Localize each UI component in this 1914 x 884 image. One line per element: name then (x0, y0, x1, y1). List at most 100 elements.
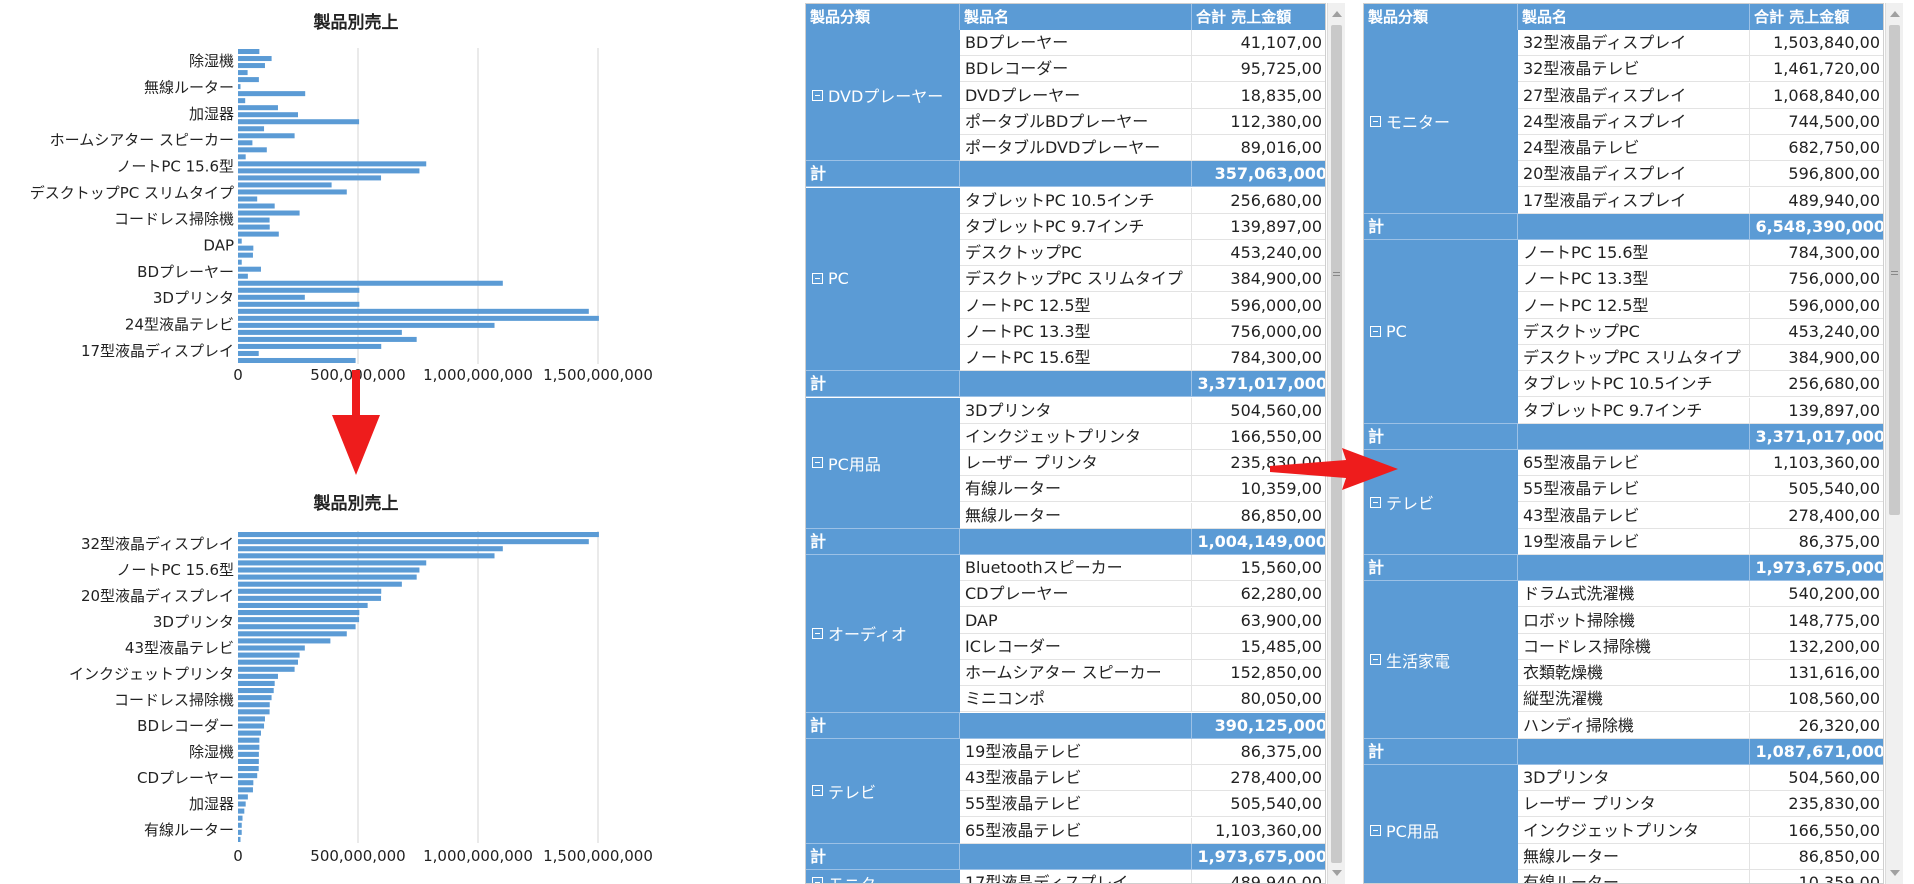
product-name-cell[interactable]: ICレコーダー (960, 633, 1192, 660)
product-name-cell[interactable]: DAP (960, 607, 1192, 634)
scroll-down-icon[interactable] (1332, 870, 1342, 876)
bar[interactable] (238, 175, 382, 181)
bar[interactable] (238, 808, 245, 814)
bar[interactable] (238, 801, 246, 807)
product-name-cell[interactable]: ノートPC 15.6型 (960, 345, 1192, 371)
bar[interactable] (238, 581, 402, 587)
sales-amount-cell[interactable]: 756,000,00 (1750, 266, 1883, 293)
bar[interactable] (238, 280, 503, 286)
sales-amount-cell[interactable]: 18,835,00 (1192, 82, 1325, 109)
product-name-cell[interactable]: ホームシアター スピーカー (960, 660, 1192, 686)
product-name-cell[interactable]: ポータブルBDプレーヤー (960, 108, 1192, 135)
collapse-icon[interactable] (1370, 496, 1381, 508)
bar[interactable] (238, 273, 248, 279)
group-cell[interactable]: PC (806, 187, 960, 372)
group-cell[interactable]: DVDプレーヤー (806, 30, 960, 162)
sales-amount-cell[interactable]: 108,560,00 (1750, 686, 1883, 713)
product-name-cell[interactable]: 19型液晶テレビ (1518, 528, 1750, 555)
sales-amount-cell[interactable]: 112,380,00 (1192, 108, 1325, 135)
bar[interactable] (238, 259, 242, 265)
product-name-cell[interactable]: デスクトップPC (1518, 318, 1750, 345)
bar[interactable] (238, 730, 261, 736)
sales-amount-cell[interactable]: 86,375,00 (1192, 738, 1325, 765)
bar[interactable] (238, 63, 265, 69)
product-name-cell[interactable]: ポータブルDVDプレーヤー (960, 135, 1192, 161)
bar[interactable] (238, 673, 278, 679)
sales-amount-cell[interactable]: 10,359,00 (1750, 870, 1883, 883)
bar[interactable] (238, 231, 279, 237)
bar[interactable] (238, 836, 241, 842)
collapse-icon[interactable] (1370, 115, 1381, 127)
product-name-cell[interactable]: ノートPC 15.6型 (1518, 240, 1750, 266)
product-name-cell[interactable]: 17型液晶ディスプレイ (1518, 187, 1750, 214)
bar[interactable] (238, 56, 272, 62)
bar[interactable] (238, 737, 260, 743)
bar[interactable] (238, 245, 254, 251)
product-name-cell[interactable]: ノートPC 12.5型 (960, 292, 1192, 319)
bar[interactable] (238, 315, 599, 321)
group-cell[interactable]: モニター (806, 870, 960, 883)
bar[interactable] (238, 652, 300, 658)
sales-amount-cell[interactable]: 235,830,00 (1750, 791, 1883, 818)
bar[interactable] (238, 308, 589, 314)
product-name-cell[interactable]: CDプレーヤー (960, 581, 1192, 608)
product-name-cell[interactable]: 27型液晶ディスプレイ (1518, 82, 1750, 109)
product-name-cell[interactable]: BDプレーヤー (960, 30, 1192, 56)
bar[interactable] (238, 695, 272, 701)
sales-amount-cell[interactable]: 15,485,00 (1192, 633, 1325, 660)
product-name-cell[interactable]: 無線ルーター (960, 502, 1192, 529)
sales-amount-cell[interactable]: 784,300,00 (1192, 345, 1325, 371)
group-cell[interactable]: モニター (1364, 30, 1518, 214)
bar[interactable] (238, 617, 360, 623)
product-name-cell[interactable]: 24型液晶ディスプレイ (1518, 108, 1750, 135)
group-cell[interactable]: テレビ (806, 738, 960, 844)
bar[interactable] (238, 189, 347, 195)
sales-amount-cell[interactable]: 682,750,00 (1750, 135, 1883, 161)
product-name-cell[interactable]: 32型液晶テレビ (1518, 56, 1750, 83)
group-cell[interactable]: オーディオ (806, 555, 960, 713)
sales-amount-cell[interactable]: 489,940,00 (1750, 187, 1883, 214)
bar[interactable] (238, 301, 360, 307)
product-name-cell[interactable]: ノートPC 13.3型 (960, 318, 1192, 345)
scroll-thumb[interactable] (1889, 25, 1900, 515)
sales-amount-cell[interactable]: 256,680,00 (1750, 371, 1883, 398)
bar[interactable] (238, 624, 356, 630)
sales-amount-cell[interactable]: 41,107,00 (1192, 30, 1325, 56)
sales-amount-cell[interactable]: 26,320,00 (1750, 712, 1883, 739)
product-name-cell[interactable]: インクジェットプリンタ (1518, 817, 1750, 844)
bar[interactable] (238, 659, 298, 665)
sales-amount-cell[interactable]: 63,900,00 (1192, 607, 1325, 634)
column-header[interactable]: 合計 売上金額 (1750, 4, 1883, 30)
bar[interactable] (238, 723, 265, 729)
sales-amount-cell[interactable]: 80,050,00 (1192, 686, 1325, 713)
sales-amount-cell[interactable]: 489,940,00 (1192, 870, 1325, 883)
bar[interactable] (238, 822, 242, 828)
sales-amount-cell[interactable]: 86,375,00 (1750, 528, 1883, 555)
column-header[interactable]: 合計 売上金額 (1192, 4, 1325, 30)
bar[interactable] (238, 595, 382, 601)
product-name-cell[interactable]: デスクトップPC (960, 240, 1192, 266)
sales-amount-cell[interactable]: 1,503,840,00 (1750, 30, 1883, 56)
product-name-cell[interactable]: BDレコーダー (960, 56, 1192, 83)
product-name-cell[interactable]: ドラム式洗濯機 (1518, 581, 1750, 608)
bar[interactable] (238, 744, 260, 750)
bar[interactable] (238, 539, 589, 545)
column-header[interactable]: 製品名 (960, 4, 1192, 30)
bar[interactable] (238, 553, 495, 559)
product-name-cell[interactable]: ハンディ掃除機 (1518, 712, 1750, 739)
bar[interactable] (238, 336, 417, 342)
sales-amount-cell[interactable]: 139,897,00 (1192, 213, 1325, 240)
sales-amount-cell[interactable]: 596,000,00 (1750, 292, 1883, 319)
bar[interactable] (238, 357, 356, 363)
bar[interactable] (238, 588, 382, 594)
product-name-cell[interactable]: タブレットPC 9.7インチ (1518, 397, 1750, 424)
sales-amount-cell[interactable]: 148,775,00 (1750, 607, 1883, 634)
bar[interactable] (238, 266, 261, 272)
sales-amount-cell[interactable]: 384,900,00 (1750, 345, 1883, 371)
product-name-cell[interactable]: 24型液晶テレビ (1518, 135, 1750, 161)
bar[interactable] (238, 688, 274, 694)
bar[interactable] (238, 203, 275, 209)
bar[interactable] (238, 532, 599, 538)
bar[interactable] (238, 112, 298, 118)
collapse-icon[interactable] (812, 785, 823, 797)
